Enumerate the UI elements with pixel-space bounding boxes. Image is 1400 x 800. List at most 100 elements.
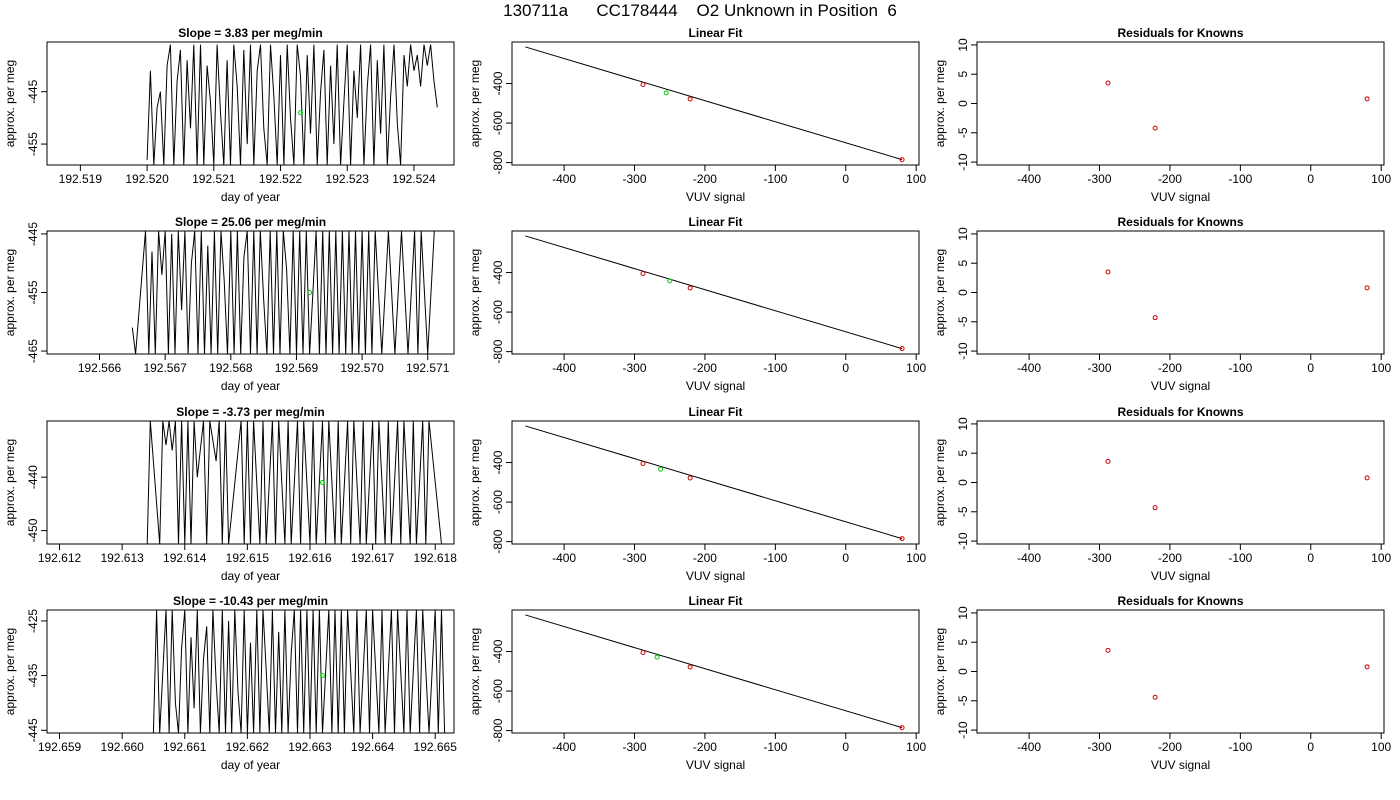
- plot-area: [131, 231, 435, 354]
- x-axis-label: day of year: [221, 758, 280, 772]
- x-tick-label: 0: [842, 551, 849, 565]
- y-tick-label: 0: [956, 289, 970, 296]
- residual-point: [1152, 315, 1158, 321]
- y-axis-label: approx. per meg: [3, 628, 17, 715]
- plot-area: [525, 235, 905, 352]
- x-tick-label: 192.663: [288, 740, 332, 754]
- y-axis-label: approx. per meg: [933, 439, 947, 526]
- x-axis-label: VUV signal: [686, 190, 745, 204]
- x-tick-label: 192.612: [38, 551, 82, 565]
- unknown-point-marker: [320, 673, 326, 679]
- y-tick-label: -5: [956, 695, 970, 706]
- panel-2-2: Linear Fit VUV signal approx. per meg -400 -…: [468, 215, 927, 393]
- plot-frame: [511, 609, 920, 734]
- y-tick-label: -800: [491, 718, 505, 742]
- plot-area: [146, 44, 438, 165]
- unknown-point-marker: [320, 480, 326, 485]
- x-tick-label: -100: [763, 740, 787, 754]
- x-tick-label: 100: [1371, 740, 1391, 754]
- x-tick-label: -200: [1158, 551, 1182, 565]
- x-tick-label: 192.616: [288, 551, 332, 565]
- plot-frame: [976, 420, 1385, 545]
- y-tick-label: -10: [956, 721, 970, 739]
- y-tick-label: 0: [956, 479, 970, 486]
- x-axis-label: VUV signal: [1151, 569, 1210, 583]
- x-tick-label: -400: [1017, 551, 1041, 565]
- residual-point: [1152, 505, 1158, 511]
- y-tick-label: 5: [956, 260, 970, 267]
- x-tick-label: -100: [1228, 740, 1252, 754]
- panel-title: Slope = -10.43 per meg/min: [173, 594, 328, 608]
- x-tick-label: -400: [1017, 740, 1041, 754]
- known-point: [687, 475, 693, 481]
- plot-area: [525, 46, 905, 163]
- x-tick-label: 192.618: [414, 551, 458, 565]
- y-tick-label: -600: [491, 490, 505, 514]
- y-axis-label: approx. per meg: [3, 249, 17, 336]
- y-tick-label: -5: [956, 506, 970, 517]
- panel-title: Residuals for Knowns: [1117, 594, 1243, 608]
- x-tick-label: -200: [693, 361, 717, 375]
- known-point: [687, 664, 693, 670]
- unknown-point-marker: [298, 110, 304, 116]
- x-tick-label: 0: [842, 172, 849, 186]
- y-tick-label: -450: [26, 518, 40, 542]
- plot-area: [146, 421, 442, 544]
- x-tick-label: 0: [842, 740, 849, 754]
- y-tick-label: -800: [491, 529, 505, 553]
- unknown-point: [667, 278, 673, 284]
- unknown-point-marker: [307, 290, 313, 295]
- plot-area: [1105, 80, 1370, 131]
- panel-title: Linear Fit: [688, 405, 742, 419]
- plot-frame: [511, 230, 920, 355]
- series-line: [152, 610, 446, 733]
- known-point: [640, 82, 646, 88]
- x-tick-label: -400: [1017, 361, 1041, 375]
- plot-frame: [511, 420, 920, 545]
- panel-4-3: Residuals for Knowns VUV signal approx. pe…: [933, 594, 1392, 772]
- panel-4-1: Slope = -10.43 per meg/min day of year app…: [3, 594, 457, 772]
- x-tick-label: -300: [623, 172, 647, 186]
- residual-point: [1105, 269, 1111, 275]
- x-tick-label: -200: [1158, 172, 1182, 186]
- known-point: [899, 346, 905, 352]
- x-tick-label: 192.613: [100, 551, 144, 565]
- plot-frame: [46, 41, 455, 166]
- panel-title: Slope = 3.83 per meg/min: [178, 26, 322, 40]
- x-tick-label: -400: [552, 172, 576, 186]
- known-point: [899, 157, 905, 163]
- x-tick-label: 192.614: [163, 551, 207, 565]
- x-tick-label: 100: [1371, 172, 1391, 186]
- x-tick-label: 0: [1307, 361, 1314, 375]
- panel-2-1: Slope = 25.06 per meg/min day of year appr…: [3, 215, 455, 393]
- x-tick-label: 192.617: [351, 551, 395, 565]
- y-axis-label: approx. per meg: [468, 60, 482, 147]
- x-tick-label: -300: [1088, 361, 1112, 375]
- panel-title: Linear Fit: [688, 26, 742, 40]
- y-tick-label: -440: [26, 465, 40, 489]
- residual-point: [1364, 285, 1370, 291]
- x-tick-label: 192.570: [340, 361, 384, 375]
- x-tick-label: 192.664: [351, 740, 395, 754]
- x-tick-label: 192.521: [192, 172, 236, 186]
- panel-4-2: Linear Fit VUV signal approx. per meg -400 -…: [468, 594, 927, 772]
- y-tick-label: 0: [956, 100, 970, 107]
- y-axis-label: approx. per meg: [468, 249, 482, 336]
- x-tick-label: -100: [1228, 361, 1252, 375]
- x-tick-label: 100: [906, 361, 926, 375]
- x-tick-label: -100: [1228, 172, 1252, 186]
- y-tick-label: -400: [491, 71, 505, 95]
- x-tick-label: 192.659: [38, 740, 82, 754]
- x-tick-label: 192.661: [163, 740, 207, 754]
- y-tick-label: -435: [26, 663, 40, 687]
- x-tick-label: -100: [763, 551, 787, 565]
- unknown-point: [663, 90, 669, 96]
- x-axis-label: VUV signal: [1151, 758, 1210, 772]
- plot-area: [525, 614, 905, 731]
- plot-frame: [46, 609, 455, 734]
- series-line: [146, 421, 442, 544]
- y-tick-label: -445: [26, 222, 40, 246]
- x-tick-label: -300: [623, 740, 647, 754]
- plot-frame: [976, 609, 1385, 734]
